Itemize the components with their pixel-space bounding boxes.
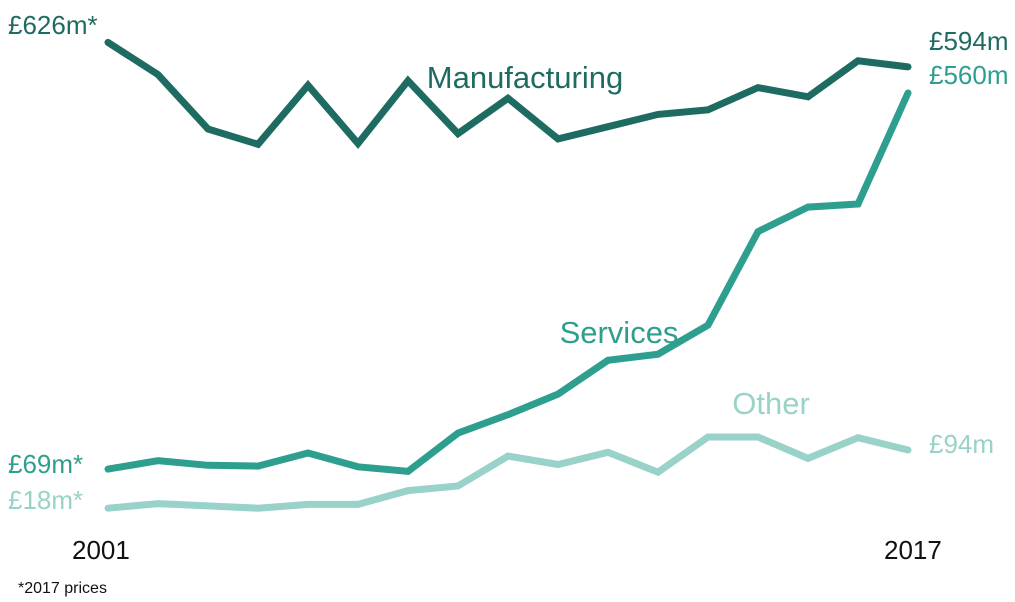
series-line-manufacturing: [104, 38, 912, 149]
end-label-manufacturing: £594m: [929, 26, 1009, 56]
start-label-manufacturing: £626m*: [8, 10, 98, 40]
end-label-services: £560m: [929, 60, 1009, 90]
series-label-other: Other: [732, 386, 810, 421]
series-line-services: [104, 89, 912, 476]
series-label-manufacturing: Manufacturing: [427, 60, 623, 95]
start-label-other: £18m*: [8, 485, 83, 515]
x-tick-label-start: 2001: [72, 535, 130, 565]
line-chart: Manufacturing Services Other £626m* £69m…: [8, 10, 1009, 565]
series-line-other: [104, 433, 912, 512]
series-label-services: Services: [560, 315, 679, 350]
end-label-other: £94m: [929, 429, 994, 459]
start-label-services: £69m*: [8, 449, 83, 479]
footnote: *2017 prices: [18, 580, 107, 597]
series-layer: [104, 38, 912, 512]
x-tick-label-end: 2017: [884, 535, 942, 565]
